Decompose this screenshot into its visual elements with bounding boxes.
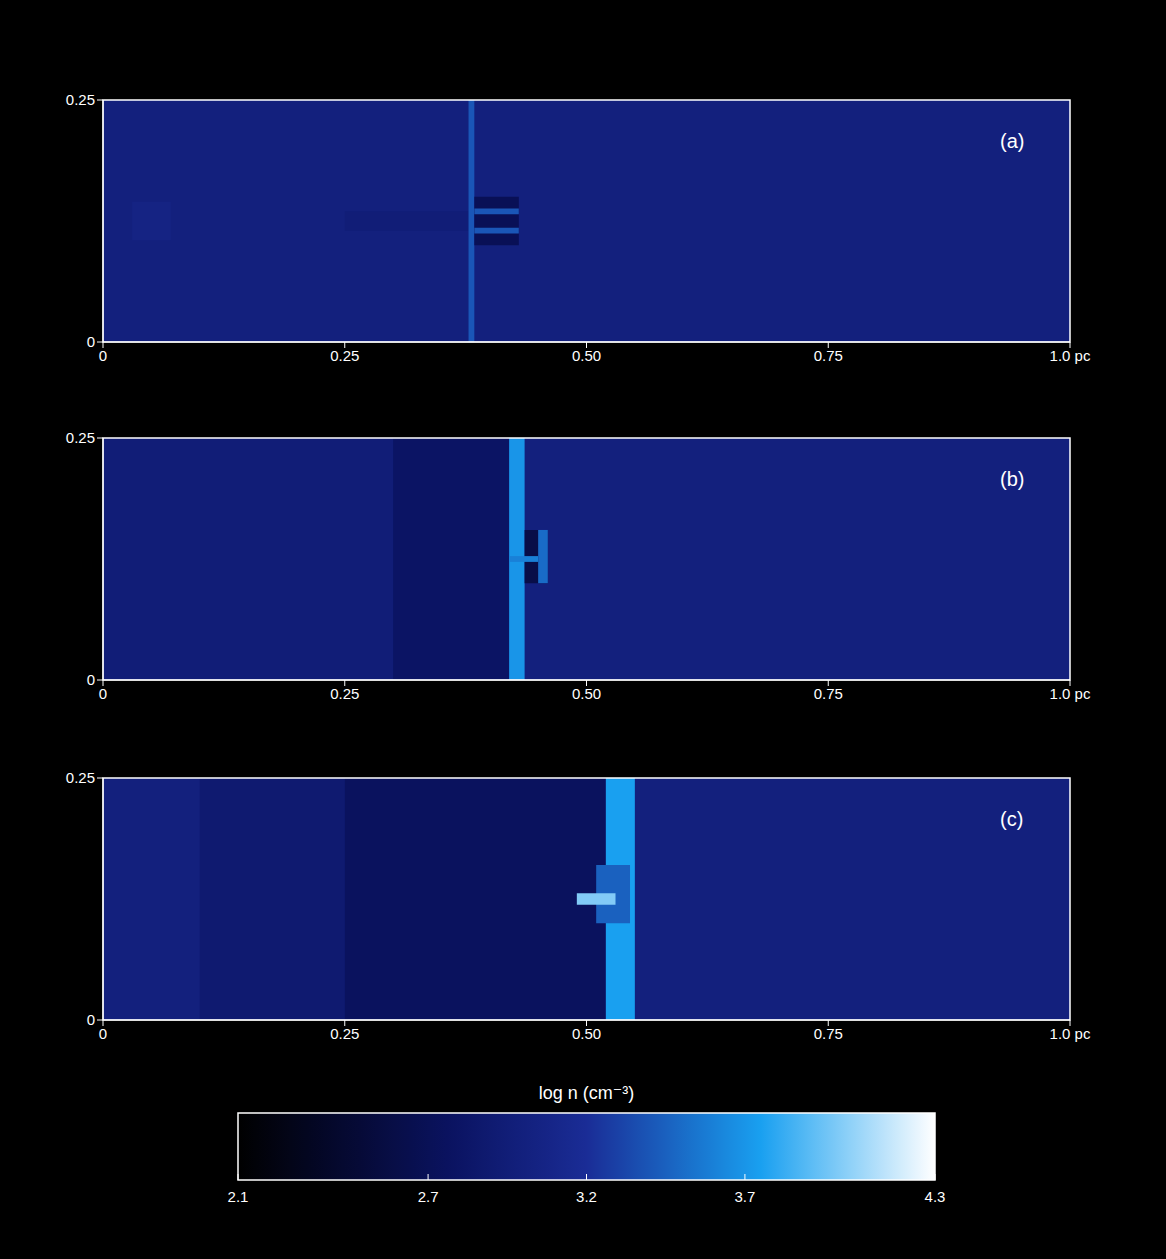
svg-text:0.25: 0.25 (330, 347, 359, 364)
svg-text:1.0 pc: 1.0 pc (1050, 347, 1091, 364)
svg-text:0: 0 (87, 671, 95, 688)
svg-text:0.50: 0.50 (572, 685, 601, 702)
svg-text:0.75: 0.75 (814, 685, 843, 702)
svg-text:0.50: 0.50 (572, 1025, 601, 1042)
svg-text:2.7: 2.7 (418, 1188, 439, 1205)
svg-text:log n (cm⁻³): log n (cm⁻³) (539, 1083, 635, 1103)
svg-text:0.50: 0.50 (572, 347, 601, 364)
html-text:(a): (a) (1000, 130, 1025, 152)
svg-text:0.25: 0.25 (66, 429, 95, 446)
svg-text:3.2: 3.2 (576, 1188, 597, 1205)
svg-text:1.0 pc: 1.0 pc (1050, 685, 1091, 702)
svg-text:0.75: 0.75 (814, 1025, 843, 1042)
svg-text:4.3: 4.3 (925, 1188, 946, 1205)
svg-text:0.25: 0.25 (66, 91, 95, 108)
svg-text:0: 0 (87, 1011, 95, 1028)
svg-text:0: 0 (99, 1025, 107, 1042)
svg-text:0: 0 (87, 333, 95, 350)
svg-text:0.75: 0.75 (814, 347, 843, 364)
svg-text:3.7: 3.7 (734, 1188, 755, 1205)
svg-text:0.25: 0.25 (330, 1025, 359, 1042)
svg-text:0.25: 0.25 (330, 685, 359, 702)
html-text:(c): (c) (1000, 808, 1024, 830)
svg-text:0: 0 (99, 685, 107, 702)
svg-text:0: 0 (99, 347, 107, 364)
svg-text:1.0 pc: 1.0 pc (1050, 1025, 1091, 1042)
svg-text:0.25: 0.25 (66, 769, 95, 786)
svg-text:2.1: 2.1 (228, 1188, 249, 1205)
html-text:(b): (b) (1000, 468, 1025, 490)
